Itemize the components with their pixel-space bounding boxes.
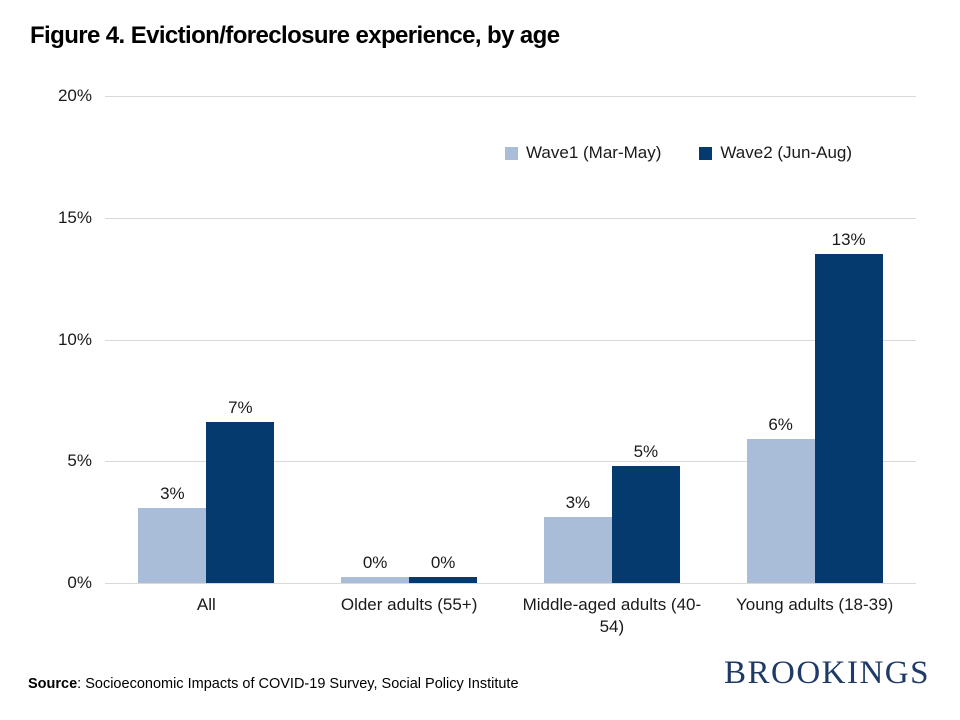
bar-value-label: 7% (228, 398, 253, 418)
bar-group: 3% 7% All (105, 96, 308, 614)
category-label: Older adults (55+) (340, 595, 478, 614)
bar-value-label: 0% (362, 552, 388, 572)
bar-wave2 (409, 576, 478, 583)
legend: Wave1 (Mar-May) Wave2 (Jun-Aug) (505, 143, 852, 163)
bar-wave2 (611, 466, 680, 583)
category-label: All (196, 595, 216, 614)
bar-with-label: 13% (814, 230, 883, 583)
y-axis-tick-label: 5% (67, 451, 92, 471)
bar-value-label: 5% (633, 442, 659, 462)
bar-wave1 (138, 507, 207, 583)
bar-value-label: 3% (565, 493, 591, 513)
legend-item-wave1: Wave1 (Mar-May) (505, 143, 661, 163)
bar-with-label: 0% (409, 552, 478, 583)
bar-with-label: 6% (746, 415, 815, 583)
plot-area: 0% 5% 10% 15% 20% 3% 7% All 0% 0% Older adults (55… (58, 86, 916, 636)
gridline (105, 583, 916, 584)
bar-wave1 (341, 576, 410, 583)
bar-pair: 0% 0% (341, 552, 478, 583)
gridline (105, 339, 916, 341)
bar-with-label: 0% (341, 552, 410, 583)
bar-wave2 (206, 422, 275, 583)
bar-group: 3% 5% Middle-aged adults (40-54) (511, 96, 714, 636)
legend-item-wave2: Wave2 (Jun-Aug) (699, 143, 852, 163)
bar-with-label: 5% (611, 442, 680, 583)
y-axis-tick-label: 15% (57, 207, 92, 227)
bar-wave2 (814, 254, 883, 583)
bar-wave1 (746, 439, 815, 583)
y-axis-tick-label: 0% (67, 573, 92, 592)
bar-group: 0% 0% Older adults (55+) (308, 96, 511, 614)
bar-value-label: 3% (160, 483, 185, 503)
bar-with-label: 7% (206, 398, 275, 583)
brookings-logo: BROOKINGS (723, 655, 930, 691)
gridline (105, 461, 916, 463)
category-label: Middle-aged adults (40-54) (522, 595, 702, 637)
wave1-swatch-icon (505, 146, 518, 160)
wave2-swatch-icon (699, 146, 713, 160)
bar-value-label: 0% (430, 552, 456, 572)
bar-with-label: 3% (543, 493, 612, 583)
source-line: Source: Socioeconomic Impacts of COVID-1… (28, 676, 519, 692)
source-label: Source (28, 676, 78, 692)
bar-group: 6% 13% Young adults (18-39) (713, 96, 916, 614)
legend-label-wave1: Wave1 (Mar-May) (526, 143, 662, 162)
y-axis-tick-label: 10% (57, 329, 92, 349)
bar-pair: 6% 13% (746, 230, 883, 583)
bar-pair: 3% 7% (138, 398, 275, 583)
category-label: Young adults (18-39) (736, 595, 894, 614)
bar-value-label: 13% (831, 230, 866, 250)
y-axis-tick-label: 20% (57, 86, 92, 105)
bar-wave1 (543, 517, 612, 583)
figure-title: Figure 4. Eviction/foreclosure experienc… (30, 22, 560, 49)
bar-with-label: 3% (138, 483, 207, 583)
legend-label-wave2: Wave2 (Jun-Aug) (720, 143, 853, 162)
gridline (105, 217, 916, 219)
gridline (105, 96, 916, 97)
bar-value-label: 6% (768, 415, 793, 435)
bar-pair: 3% 5% (543, 442, 680, 583)
source-text: : Socioeconomic Impacts of COVID-19 Surv… (77, 676, 519, 692)
